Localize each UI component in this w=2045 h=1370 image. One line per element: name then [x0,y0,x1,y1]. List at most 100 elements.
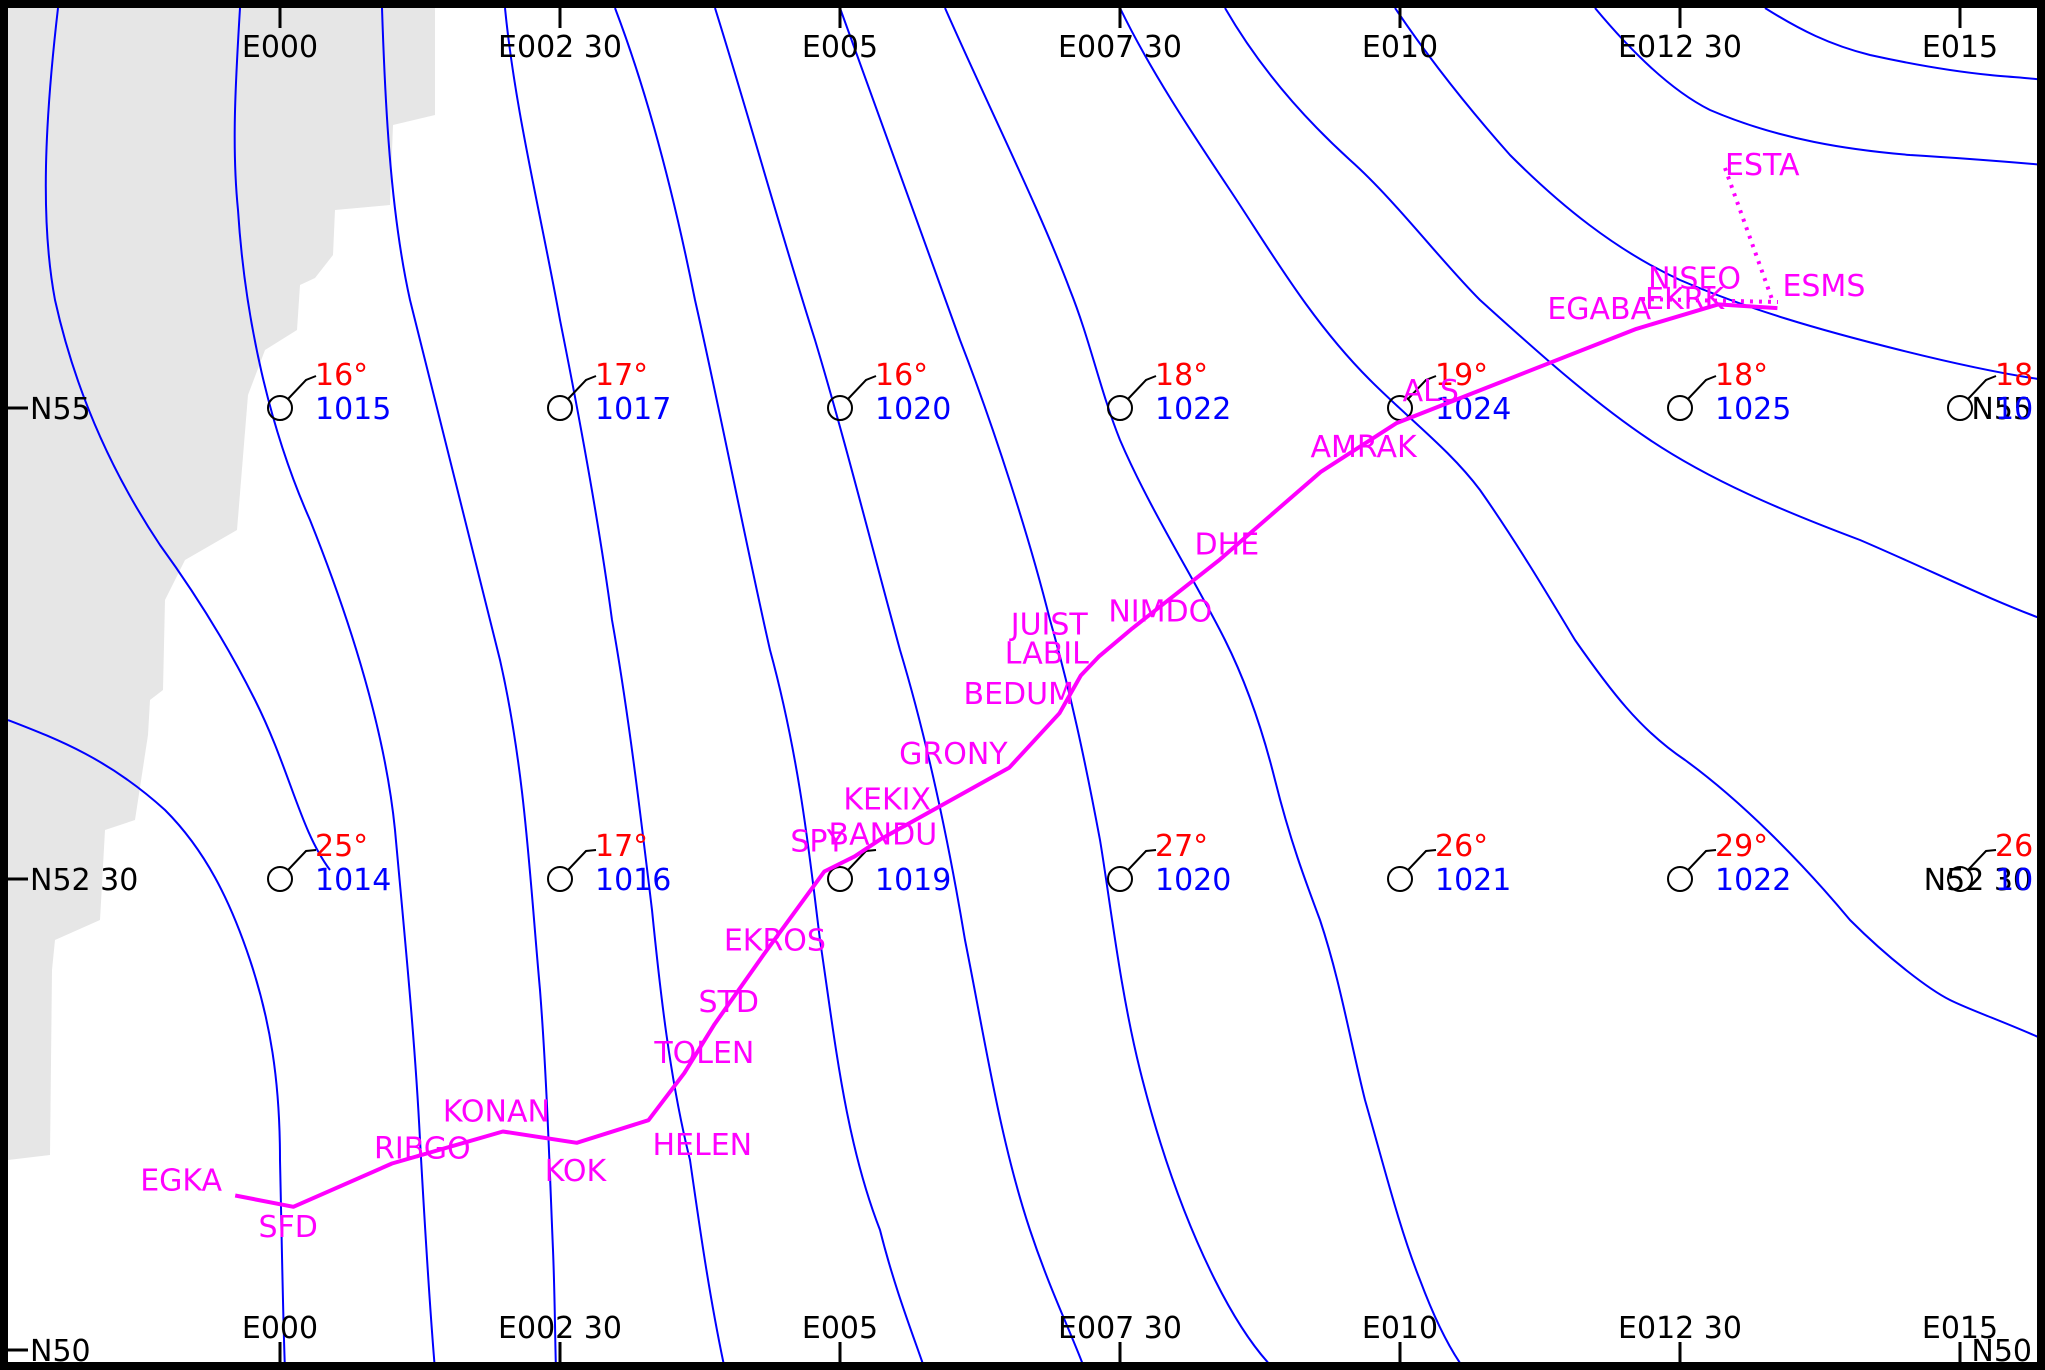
station-pressure: 1016 [595,863,671,898]
isobar [1764,8,2037,81]
station-temperature: 16° [875,358,928,393]
lon-label-top: E010 [1362,30,1438,65]
isobar [381,8,557,1362]
waypoint-label-esms: ESMS [1782,269,1865,304]
station-circle-icon [547,866,573,892]
lon-label-top: E005 [802,30,878,65]
station-pressure: 1020 [1155,863,1231,898]
wind-barb-icon [1967,375,1997,400]
waypoint-label-bedum: BEDUM [964,677,1074,712]
station-pressure: 1022 [1715,863,1791,898]
station-circle-icon [1667,866,1693,892]
station-circle-icon [267,866,293,892]
station-circle-icon [1947,395,1973,421]
wind-barb-icon [1687,849,1717,871]
waypoint-label-juist: JUIST [1009,608,1089,643]
landmass-uk [8,8,435,1160]
station-temperature: 26 [1995,829,2033,864]
waypoint-label-kok: KOK [545,1154,608,1189]
waypoint-label-tolen: TOLEN [653,1036,754,1071]
lon-label-top: E007 30 [1058,30,1182,65]
station-plot: 16°1015 [267,358,391,427]
isobar [944,8,1461,1362]
lon-label-bottom: E000 [242,1311,318,1346]
waypoint-label-niseo: NISEO [1648,261,1741,296]
waypoint-label-ekrk: EKRK [1645,282,1725,317]
station-circle-icon [547,395,573,421]
wind-barb-icon [1687,375,1717,400]
station-temperature: 25° [315,829,368,864]
station-pressure: 1025 [1715,392,1791,427]
station-pressure: 1020 [875,392,951,427]
station-circle-icon [827,395,853,421]
station-temperature: 17° [595,829,648,864]
station-pressure: 10 [1995,392,2033,427]
isobar [8,719,286,1362]
station-pressure: 1021 [1435,863,1511,898]
station-pressure: 10 [1995,863,2033,898]
station-temperature: 26° [1435,829,1488,864]
station-pressure: 1014 [315,863,391,898]
station-plot: 19°1024 [1387,358,1511,427]
lon-label-bottom: E007 30 [1058,1311,1182,1346]
station-pressure: 1015 [315,392,391,427]
station-temperature: 27° [1155,829,1208,864]
station-circle-icon [1387,866,1413,892]
wind-barb-icon [287,375,317,400]
lon-label-bottom: E005 [802,1311,878,1346]
waypoint-label-konan: KONAN [443,1094,550,1129]
wind-barb-icon [1407,375,1437,400]
station-plot: 16°1020 [827,358,951,427]
wind-barb-icon [1127,849,1157,871]
isobar [504,8,725,1362]
lon-label-bottom: E002 30 [498,1311,622,1346]
waypoint-label-nimdo: NIMDO [1108,594,1212,629]
station-temperature: 29° [1715,829,1768,864]
waypoint-label-labil: LABIL [1005,637,1089,672]
station-plot: 17°1016 [547,829,671,898]
waypoint-label-helen: HELEN [652,1128,752,1163]
route-line [234,302,1778,1209]
waypoint-label-spy: SPY [790,824,845,859]
isobar [1119,8,2037,1038]
station-circle-icon [1667,395,1693,421]
lat-label: N55 [30,392,91,427]
waypoint-label-als: ALS [1403,374,1459,409]
station-temperature: 19° [1435,358,1488,393]
weather-stations: 16°101517°101716°102018°102219°102418°10… [267,358,2033,898]
lon-label-bottom: E012 30 [1618,1311,1742,1346]
station-circle-icon [1947,866,1973,892]
longitude-labels: E000 E002 30 E005 E007 30 E010 E012 30 E… [242,30,1998,1346]
lat-label: N52 30 [30,863,138,898]
station-temperature: 16° [315,358,368,393]
waypoint-label-std: STD [699,985,759,1020]
wind-barb-icon [567,849,597,871]
station-circle-icon [267,395,293,421]
station-pressure: 1022 [1155,392,1231,427]
lon-label-top: E000 [242,30,318,65]
isobar [714,8,1083,1362]
waypoint-label-dhe: DHE [1195,528,1260,563]
isobar [839,8,1269,1362]
waypoint-label-bandu: BANDU [829,817,938,852]
wind-barb-icon [567,375,597,400]
isobar [614,8,924,1362]
route-approach-esta [1723,167,1775,303]
isobar [1594,8,2037,166]
waypoint-label-grony: GRONY [899,737,1008,772]
station-pressure: 1017 [595,392,671,427]
station-plot: 29°1022 [1667,829,1791,898]
lon-label-top: E015 [1922,30,1998,65]
wind-barb-icon [1407,849,1437,871]
station-plot: 1019 [827,849,951,898]
waypoint-label-esta: ESTA [1725,148,1800,183]
grid-ticks [8,8,1962,1362]
lat-label-right: N55 [1971,392,2032,427]
station-plot: 17°1017 [547,358,671,427]
lon-label-bottom: E010 [1362,1311,1438,1346]
waypoint-label-kekix: KEKIX [843,782,931,817]
